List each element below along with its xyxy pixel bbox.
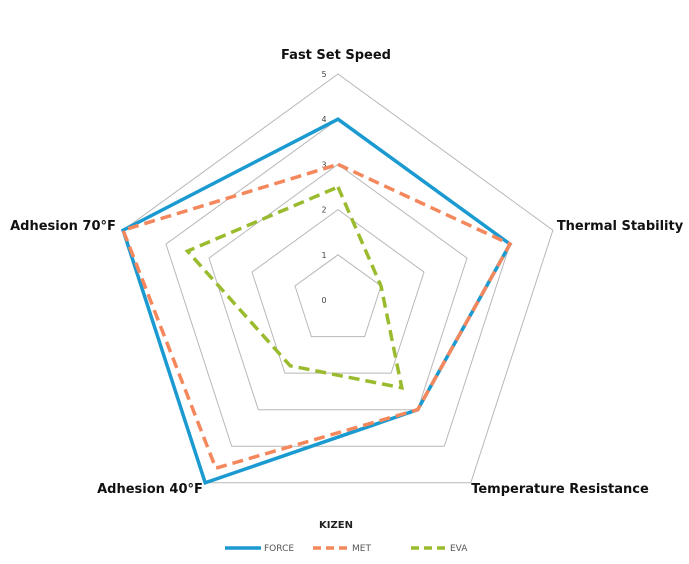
series-line-force [120, 117, 513, 486]
tick-label: 5 [321, 70, 326, 79]
tick-label: 3 [321, 160, 326, 169]
legend-label-met: MET [352, 544, 371, 554]
axis-labels: Fast Set Speed Thermal Stability Temperatu… [10, 48, 684, 497]
series-line-eva [184, 184, 405, 391]
grid-ring-3 [208, 163, 468, 411]
axis-label: Fast Set Speed [281, 48, 391, 63]
legend: KIZEN FORCE MET EVA [225, 520, 468, 554]
tick-label: 2 [321, 206, 326, 215]
series-line-met [120, 162, 513, 471]
tick-labels: 0 1 2 3 4 5 [321, 70, 326, 305]
legend-label-force: FORCE [264, 544, 294, 554]
axis-label: Temperature Resistance [471, 482, 649, 497]
legend-title: KIZEN [319, 520, 353, 531]
axis-label: Thermal Stability [557, 219, 684, 234]
grid-ring-5 [122, 73, 554, 484]
series-layer [120, 117, 513, 486]
radar-grid [122, 73, 554, 484]
tick-label: 0 [321, 296, 326, 305]
grid-ring-1 [294, 254, 382, 338]
grid-ring-2 [251, 208, 425, 374]
tick-label: 4 [321, 115, 326, 124]
legend-label-eva: EVA [450, 544, 468, 554]
axis-label: Adhesion 70°F [10, 219, 116, 234]
axis-label: Adhesion 40°F [97, 482, 203, 497]
tick-label: 1 [321, 251, 326, 260]
